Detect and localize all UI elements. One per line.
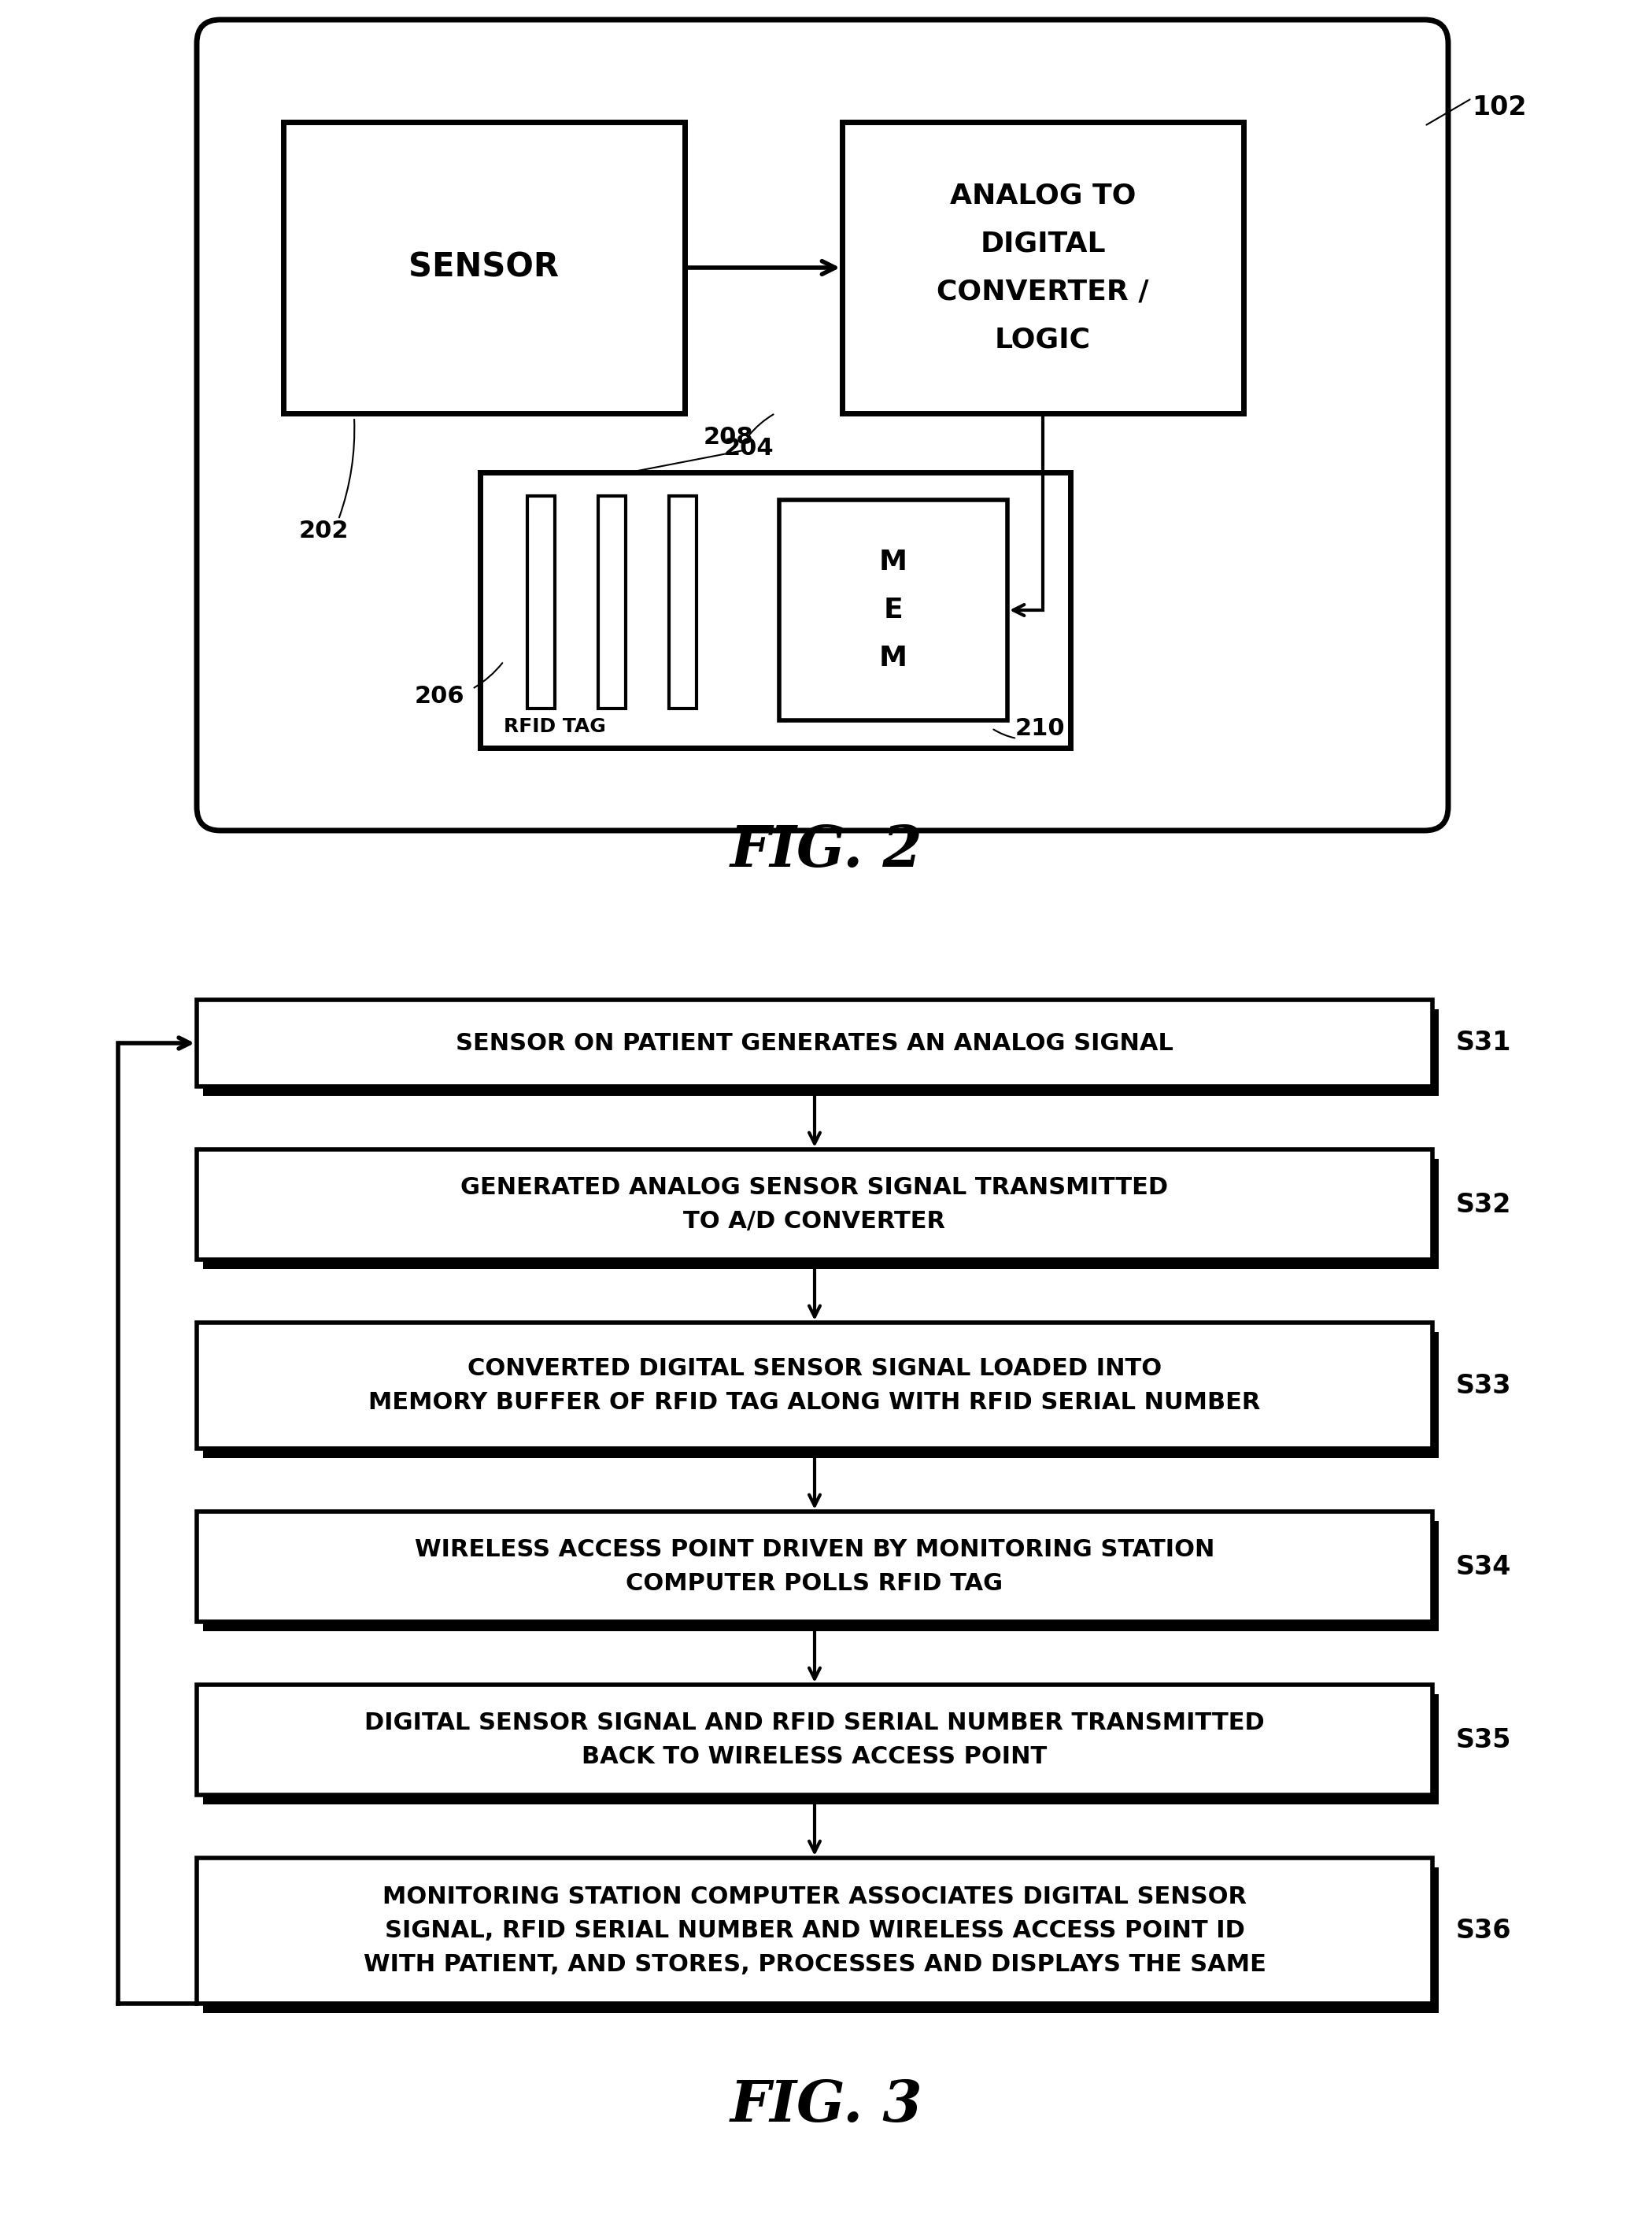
Bar xyxy=(527,496,555,709)
Bar xyxy=(203,1159,1439,1270)
Text: 202: 202 xyxy=(299,520,349,543)
Bar xyxy=(843,122,1244,414)
Text: S33: S33 xyxy=(1455,1372,1512,1399)
Bar xyxy=(780,500,1008,721)
Text: WIRELESS ACCESS POINT DRIVEN BY MONITORING STATION
COMPUTER POLLS RFID TAG: WIRELESS ACCESS POINT DRIVEN BY MONITORI… xyxy=(415,1539,1214,1595)
Bar xyxy=(197,1001,1432,1085)
Text: M
E
M: M E M xyxy=(879,549,907,672)
Bar xyxy=(669,496,697,709)
Text: SENSOR: SENSOR xyxy=(408,251,558,285)
Text: 102: 102 xyxy=(1472,93,1526,120)
FancyBboxPatch shape xyxy=(197,20,1449,830)
Text: FIG. 2: FIG. 2 xyxy=(730,823,922,878)
Bar xyxy=(197,1857,1432,2004)
Bar xyxy=(203,1695,1439,1804)
Text: S36: S36 xyxy=(1455,1917,1512,1944)
Text: 208: 208 xyxy=(704,427,753,449)
Bar xyxy=(203,1521,1439,1630)
Bar xyxy=(203,1868,1439,2013)
Text: MONITORING STATION COMPUTER ASSOCIATES DIGITAL SENSOR
SIGNAL, RFID SERIAL NUMBER: MONITORING STATION COMPUTER ASSOCIATES D… xyxy=(363,1886,1265,1975)
Bar xyxy=(197,1150,1432,1259)
Bar xyxy=(197,1323,1432,1448)
Text: 210: 210 xyxy=(1016,716,1066,741)
Text: GENERATED ANALOG SENSOR SIGNAL TRANSMITTED
TO A/D CONVERTER: GENERATED ANALOG SENSOR SIGNAL TRANSMITT… xyxy=(461,1176,1168,1232)
Text: CONVERTED DIGITAL SENSOR SIGNAL LOADED INTO
MEMORY BUFFER OF RFID TAG ALONG WITH: CONVERTED DIGITAL SENSOR SIGNAL LOADED I… xyxy=(368,1357,1260,1414)
Bar xyxy=(481,471,1070,747)
Text: SENSOR ON PATIENT GENERATES AN ANALOG SIGNAL: SENSOR ON PATIENT GENERATES AN ANALOG SI… xyxy=(456,1032,1173,1054)
Bar xyxy=(284,122,684,414)
Text: S34: S34 xyxy=(1455,1555,1512,1579)
Text: DIGITAL SENSOR SIGNAL AND RFID SERIAL NUMBER TRANSMITTED
BACK TO WIRELESS ACCESS: DIGITAL SENSOR SIGNAL AND RFID SERIAL NU… xyxy=(365,1712,1265,1768)
Bar xyxy=(203,1010,1439,1096)
Text: 204: 204 xyxy=(724,436,775,460)
Text: S35: S35 xyxy=(1455,1726,1512,1753)
Bar xyxy=(197,1686,1432,1795)
Text: FIG. 3: FIG. 3 xyxy=(730,2077,922,2133)
Text: S32: S32 xyxy=(1455,1192,1512,1217)
Bar xyxy=(598,496,626,709)
Bar xyxy=(203,1332,1439,1459)
Bar xyxy=(197,1512,1432,1621)
Text: 206: 206 xyxy=(415,685,464,707)
Text: S31: S31 xyxy=(1455,1030,1512,1056)
Text: RFID TAG: RFID TAG xyxy=(504,716,606,736)
Text: ANALOG TO
DIGITAL
CONVERTER /
LOGIC: ANALOG TO DIGITAL CONVERTER / LOGIC xyxy=(937,182,1148,354)
